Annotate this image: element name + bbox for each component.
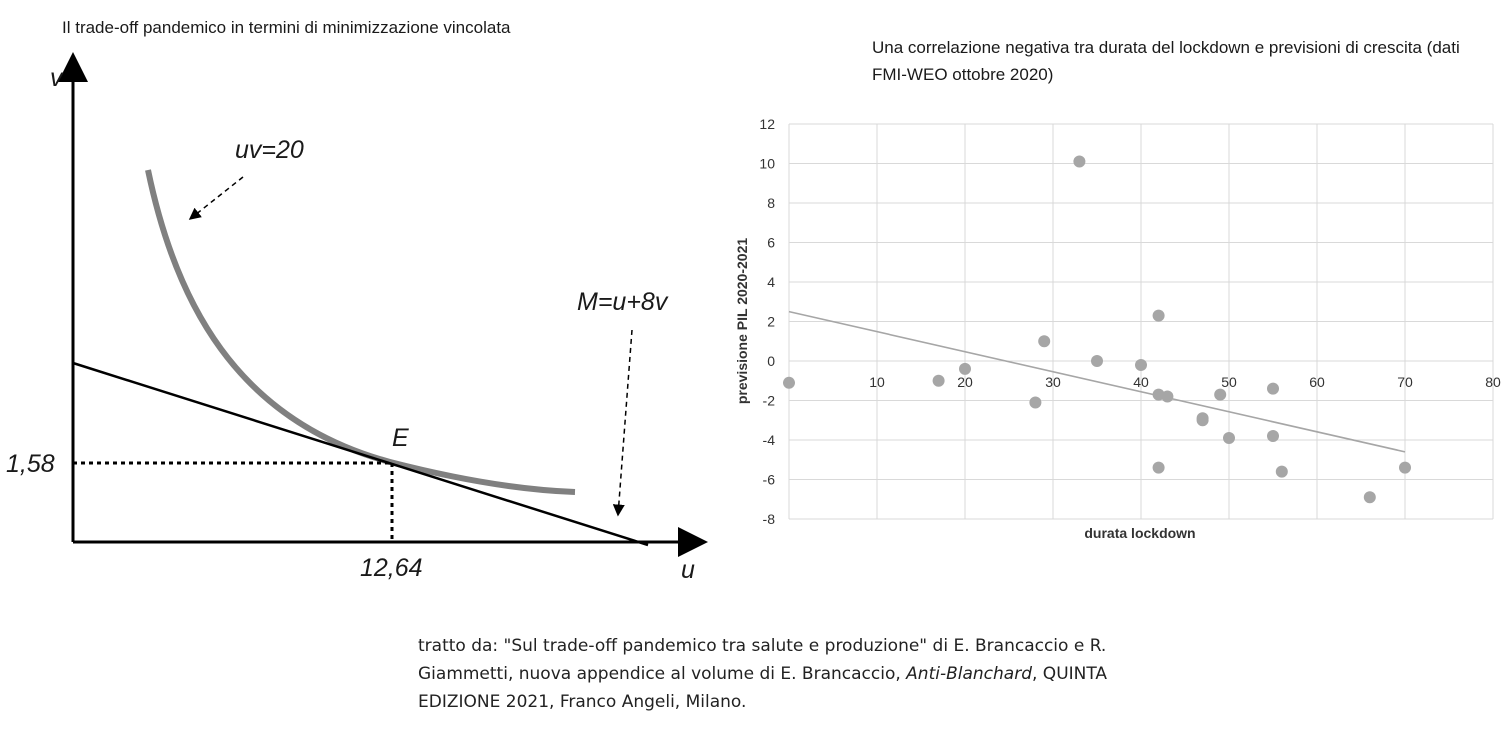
trendline-layer	[788, 310, 1406, 453]
constraint-label: M=u+8v	[577, 288, 669, 316]
curve-label-arrow	[188, 176, 244, 220]
source-citation: tratto da: "Sul trade-off pandemico tra …	[418, 632, 1138, 716]
x-axis-title: durata lockdown	[1084, 525, 1195, 541]
grid-layer	[788, 123, 1494, 520]
citation-prefix: tratto da: "Sul trade-off pandemico tra …	[418, 636, 1107, 684]
data-point	[1161, 390, 1174, 403]
data-point	[1135, 358, 1147, 371]
x-tick-label: 40	[1133, 374, 1149, 390]
data-point	[1196, 414, 1209, 427]
x-tick-label: 60	[1309, 374, 1325, 390]
x-tick-label: 70	[1397, 374, 1413, 390]
left-diagram: v u uv=20 M=u+8v E 1,58 12,64	[6, 52, 708, 584]
x-tick-label: 10	[869, 374, 885, 390]
data-point	[1152, 461, 1165, 474]
data-point	[1267, 382, 1279, 395]
left-diagram-title: Il trade-off pandemico in termini di min…	[62, 18, 511, 37]
citation-suffix: , QUINTA EDIZIONE 2021, Franco Angeli, M…	[418, 664, 1108, 712]
data-point	[1038, 335, 1051, 348]
data-point	[1029, 396, 1042, 409]
y-tick-label: -8	[763, 511, 776, 527]
y-tick-label: 0	[767, 353, 775, 369]
x-tick-label: 20	[957, 374, 973, 390]
data-point	[932, 374, 945, 387]
y-tick-label: -6	[763, 472, 776, 488]
data-point	[959, 362, 971, 375]
u-axis-label: u	[681, 556, 695, 584]
u-value-label: 12,64	[360, 554, 423, 582]
x-tick-label: 30	[1045, 374, 1061, 390]
data-point	[1267, 430, 1279, 443]
data-point	[783, 376, 795, 389]
data-point	[1091, 355, 1103, 367]
data-point	[1073, 155, 1086, 168]
data-point	[1152, 309, 1165, 322]
y-tick-label: 12	[759, 116, 775, 132]
trendline	[788, 310, 1406, 453]
line-label-arrow	[612, 329, 633, 517]
y-tick-label: 4	[767, 274, 775, 290]
y-tick-label: 10	[759, 156, 775, 172]
data-point	[1363, 491, 1376, 504]
y-tick-label: -4	[763, 432, 776, 448]
y-tick-label: 8	[767, 195, 775, 211]
constraint-line	[72, 361, 649, 547]
data-point	[1275, 465, 1288, 478]
y-axis-title: previsione PIL 2020-2021	[734, 238, 750, 404]
data-point	[1214, 388, 1227, 401]
x-tick-label: 50	[1221, 374, 1237, 390]
data-points	[783, 155, 1411, 504]
y-tick-label: 6	[767, 235, 775, 251]
v-axis-label: v	[50, 64, 64, 92]
y-tick-label: 2	[767, 314, 775, 330]
data-point	[1399, 461, 1411, 474]
y-tick-label: -2	[763, 393, 776, 409]
v-value-label: 1,58	[6, 450, 55, 478]
curve-label: uv=20	[235, 136, 304, 164]
equilibrium-point-label: E	[392, 424, 409, 452]
chart-title: Una correlazione negativa tra durata del…	[872, 38, 1460, 84]
x-tick-label: 80	[1485, 374, 1501, 390]
citation-book-title: Anti-Blanchard	[906, 664, 1032, 684]
isoquant-curve	[145, 169, 576, 495]
data-point	[1223, 432, 1235, 445]
